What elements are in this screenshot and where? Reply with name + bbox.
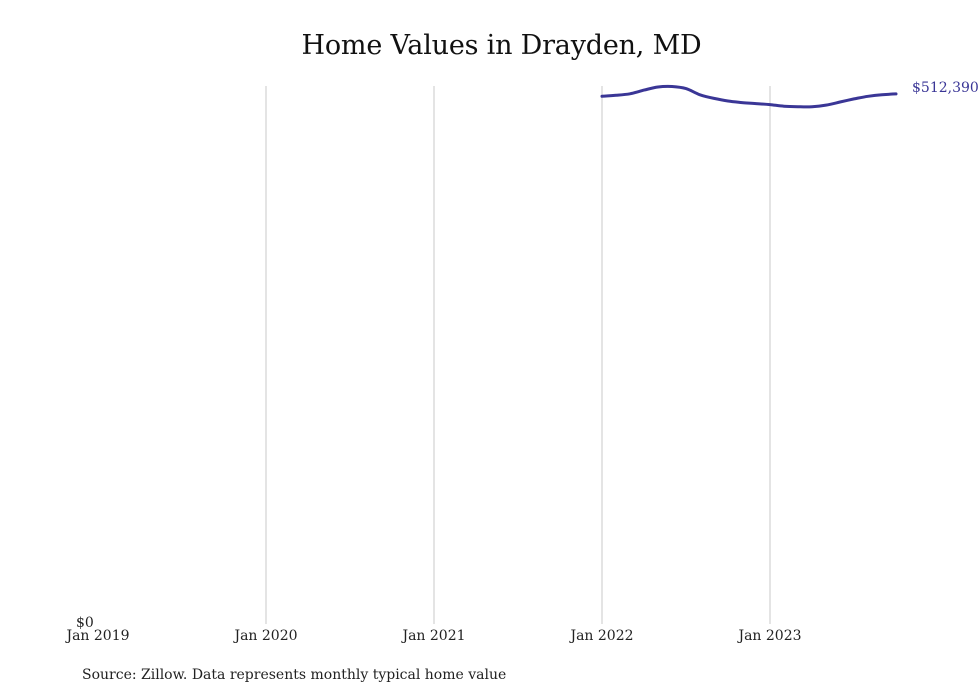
series-layer — [600, 84, 898, 109]
x-tick-label: Jan 2021 — [400, 628, 465, 644]
x-tick-label: Jan 2023 — [736, 628, 801, 644]
grid-layer — [265, 86, 771, 624]
series-line-0 — [600, 84, 898, 109]
source-note: Source: Zillow. Data represents monthly … — [82, 667, 507, 683]
chart-title: Home Values in Drayden, MD — [301, 30, 702, 61]
x-tick-label: Jan 2020 — [232, 628, 297, 644]
series-end-label: $512,390 — [912, 80, 979, 96]
x-tick-label: Jan 2019 — [64, 628, 129, 644]
line-chart: Jan 2019 Jan 2020 Jan 2021 Jan 2022 Jan 2023… — [64, 80, 978, 644]
y-tick-label: $0 — [76, 615, 94, 631]
x-tick-label: Jan 2022 — [568, 628, 633, 644]
label-layer: Jan 2019 Jan 2020 Jan 2021 Jan 2022 Jan 2023… — [64, 80, 978, 644]
